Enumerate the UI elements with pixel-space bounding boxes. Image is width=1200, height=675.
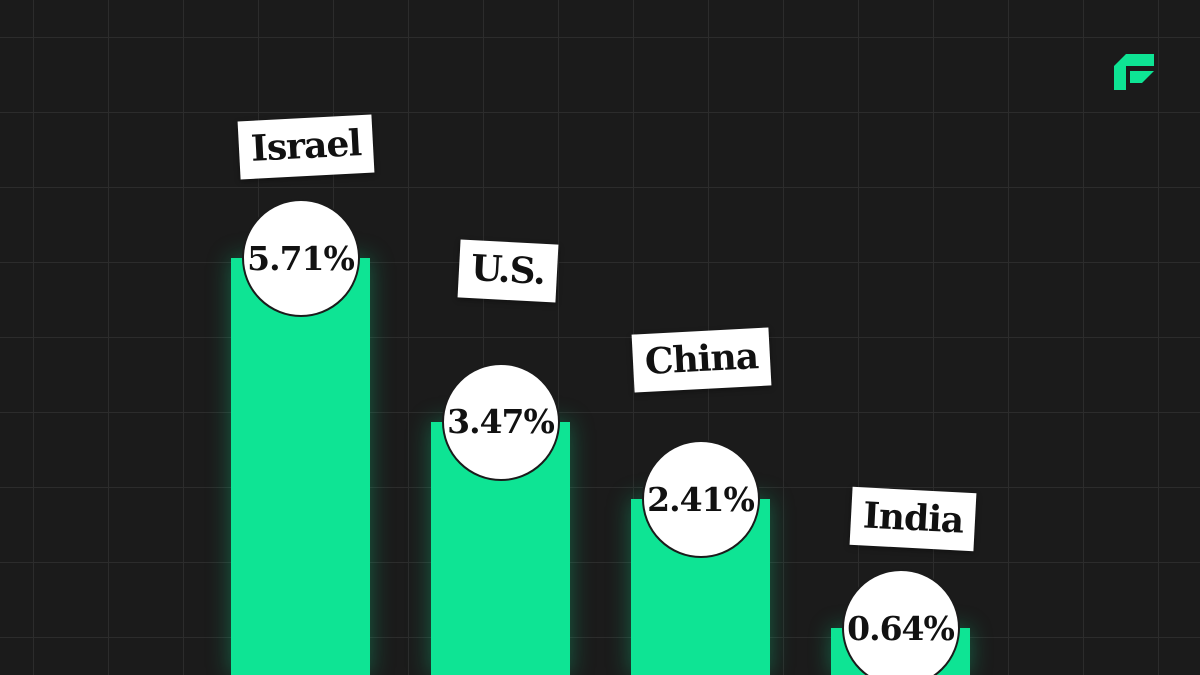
category-label: China: [631, 327, 772, 393]
category-label: Israel: [237, 114, 375, 180]
value-label: 3.47%: [441, 362, 560, 481]
category-label: U.S.: [457, 239, 559, 303]
category-label: India: [849, 487, 977, 552]
value-label: 0.64%: [841, 569, 960, 675]
brand-logo-icon: [1114, 54, 1154, 90]
value-label: 5.71%: [241, 199, 360, 318]
value-label: 2.41%: [641, 440, 760, 559]
bar-israel: [231, 258, 370, 675]
